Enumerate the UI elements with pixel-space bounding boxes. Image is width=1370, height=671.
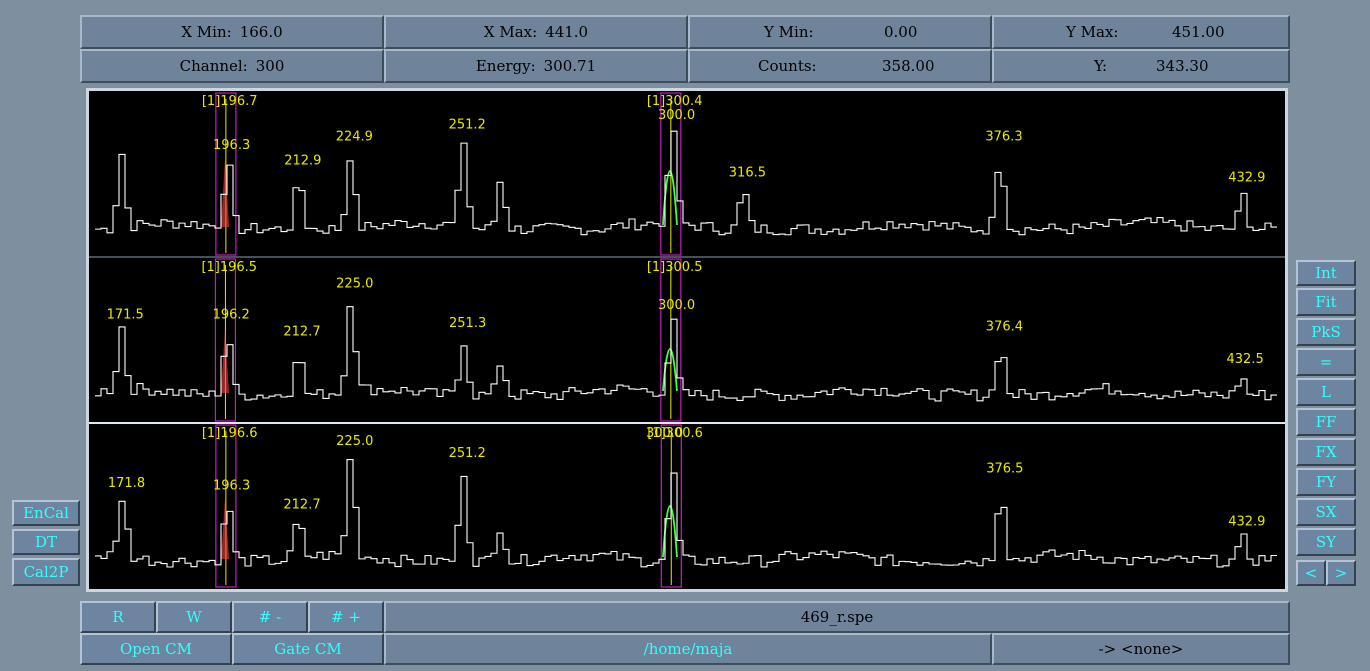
peak-label: 212.7 [283,498,320,513]
peak-label: 376.4 [986,320,1023,335]
cal2p-button[interactable]: Cal2P [12,558,80,586]
peak-label: 432.9 [1228,170,1265,185]
r-button[interactable]: R [80,601,156,633]
gate-label: [1]300.4 [647,94,703,109]
gate-target-display: -> <none> [992,633,1290,665]
peak-label: 225.0 [336,434,373,449]
energy-label: Energy: [475,57,536,75]
peak-label: 376.5 [986,462,1023,477]
y-max-readout: Y Max: 451.00 [992,15,1290,49]
gate-label: [1]300.6 [647,426,703,441]
peak-label: 212.9 [284,154,321,169]
channel-value: 300 [255,57,285,75]
spectrum-plot-area[interactable]: 196.3 212.9 224.9 251.2 300.0 316.5 376.3 432.9… [86,88,1288,592]
open-cm-button[interactable]: Open CM [80,633,232,665]
gate-region [215,424,237,588]
y-max-label: Y Max: [1066,23,1119,41]
y-readout: Y: 343.30 [992,49,1290,83]
peak-label: 212.7 [283,324,320,339]
peak-label: 171.5 [107,308,144,323]
x-max-value: 441.0 [545,23,589,41]
encal-button[interactable]: EnCal [12,500,80,526]
y-min-readout: Y Min: 0.00 [688,15,992,49]
sx-button[interactable]: SX [1296,498,1356,526]
gate-region [215,92,237,256]
fit-button[interactable]: Fit [1296,288,1356,316]
peak-label: 224.9 [336,130,373,145]
x-min-label: X Min: [181,23,232,41]
spectrum-trace [95,306,1277,402]
gate-region [660,92,682,256]
gate-label: [1]300.5 [647,260,703,275]
channel-readout: Channel: 300 [80,49,384,83]
gate-label: 300.0 [646,426,683,441]
int-button[interactable]: Int [1296,260,1356,286]
counts-value: 358.00 [882,57,935,75]
gate-region [660,424,682,588]
x-max-readout: X Max: 441.0 [384,15,688,49]
y-value: 343.30 [1156,57,1209,75]
gate-cm-button[interactable]: Gate CM [232,633,384,665]
w-button[interactable]: W [156,601,232,633]
spectrum-plot-svg[interactable]: 196.3 212.9 224.9 251.2 300.0 316.5 376.3 432.9… [89,91,1285,589]
peak-label: 196.3 [213,138,250,153]
gate-label: [1]196.5 [201,260,257,275]
energy-value: 300.71 [543,57,597,75]
counts-label: Counts: [758,57,817,75]
x-max-label: X Max: [483,23,538,41]
gate-label: [1]196.7 [202,94,258,109]
y-max-value: 451.00 [1172,23,1225,41]
scroll-left-button[interactable]: < [1296,560,1326,586]
energy-readout: Energy: 300.71 [384,49,688,83]
dt-button[interactable]: DT [12,529,80,555]
fy-button[interactable]: FY [1296,468,1356,496]
peak-label: 251.3 [449,316,486,331]
pks-button[interactable]: PkS [1296,318,1356,346]
spectrum-trace [95,130,1277,236]
peak-label: 251.2 [449,446,486,461]
current-directory-path[interactable]: /home/maja [384,633,992,665]
peak-label: 432.5 [1227,352,1264,367]
sy-button[interactable]: SY [1296,528,1356,556]
peak-label: 300.0 [658,108,695,123]
scroll-right-button[interactable]: > [1326,560,1356,586]
fx-button[interactable]: FX [1296,438,1356,466]
y-label: Y: [1094,57,1108,75]
y-min-label: Y Min: [764,23,814,41]
fit-peak-red [221,158,230,227]
gate-region [214,258,237,422]
peak-label: 376.3 [985,130,1022,145]
fit-peak-red [221,327,230,393]
fit-peak-red [221,498,230,559]
next-spectrum-button[interactable]: # + [308,601,384,633]
x-min-value: 166.0 [239,23,283,41]
x-min-readout: X Min: 166.0 [80,15,384,49]
equals-button[interactable]: = [1296,348,1356,376]
peak-label: 225.0 [336,276,373,291]
spectrum-trace [95,459,1277,568]
gate-label: [1]196.6 [202,426,258,441]
ff-button[interactable]: FF [1296,408,1356,436]
counts-readout: Counts: 358.00 [688,49,992,83]
peak-label: 316.5 [729,166,766,181]
peak-label: 196.3 [213,478,250,493]
gate-region [660,258,682,422]
peak-label: 432.9 [1228,514,1265,529]
peak-label: 251.2 [449,118,486,133]
prev-spectrum-button[interactable]: # - [232,601,308,633]
l-button[interactable]: L [1296,378,1356,406]
peak-label: 300.0 [658,298,695,313]
peak-label: 171.8 [108,476,145,491]
peak-label: 196.2 [213,308,250,323]
y-min-value: 0.00 [884,23,918,41]
channel-label: Channel: [179,57,248,75]
spectrum-filename: 469_r.spe [384,601,1290,633]
